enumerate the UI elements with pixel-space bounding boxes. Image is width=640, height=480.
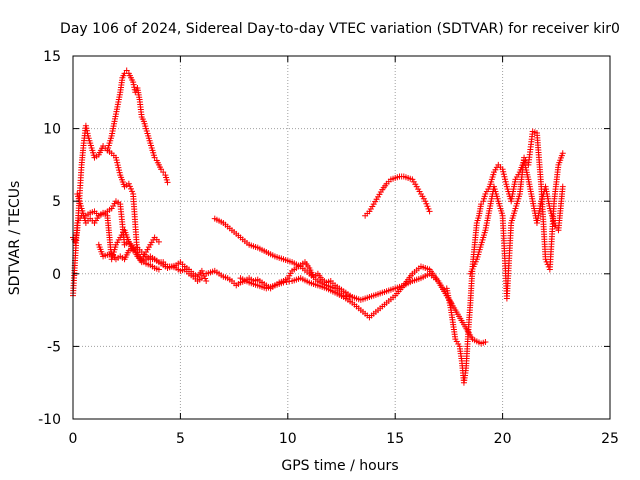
- data-point: [559, 150, 566, 157]
- y-axis-label: SDTVAR / TECUs: [7, 181, 23, 296]
- x-tick-label: 20: [494, 431, 512, 447]
- data-point: [83, 127, 90, 134]
- plot-frame: [72, 55, 611, 420]
- data-point: [203, 278, 210, 285]
- y-tick-label: -10: [38, 412, 61, 428]
- x-tick-label: 5: [176, 431, 185, 447]
- data-point: [83, 125, 90, 132]
- data-point: [155, 266, 162, 273]
- y-tick-label: 15: [43, 49, 61, 65]
- data-points: [70, 67, 566, 386]
- data-point: [559, 183, 566, 190]
- data-point: [425, 205, 432, 212]
- data-point: [127, 185, 134, 192]
- series-arc-j: [467, 128, 566, 302]
- data-point: [423, 200, 430, 207]
- data-point: [422, 198, 429, 205]
- series-arc-i: [443, 157, 566, 386]
- data-point: [82, 122, 89, 129]
- y-tick-label: -5: [47, 339, 61, 355]
- x-tick-label: 15: [386, 431, 404, 447]
- data-point: [129, 188, 136, 195]
- data-point: [84, 130, 91, 137]
- x-tick-label: 10: [279, 431, 297, 447]
- data-point: [130, 81, 137, 88]
- data-point: [164, 179, 171, 186]
- y-tick-label: 5: [52, 194, 61, 210]
- series-arc-h: [362, 173, 433, 219]
- x-tick-label: 25: [601, 431, 619, 447]
- series-arc-f: [211, 215, 455, 306]
- data-point: [125, 180, 132, 187]
- data-point: [126, 183, 133, 190]
- series-arc-d: [104, 67, 171, 186]
- axis-ticks: 0 5 10 15 20 25 -10 -5 0 5 10 15: [38, 49, 619, 447]
- x-tick-label: 0: [69, 431, 78, 447]
- y-tick-label: 10: [43, 122, 61, 138]
- data-point: [482, 339, 489, 346]
- series-arc-g: [237, 263, 489, 347]
- x-axis-label: GPS time / hours: [281, 458, 398, 474]
- chart-title: Day 106 of 2024, Sidereal Day-to-day VTE…: [60, 21, 620, 37]
- data-point: [426, 208, 433, 215]
- y-tick-label: 0: [52, 267, 61, 283]
- data-point: [130, 79, 137, 86]
- data-point: [155, 238, 162, 245]
- data-point: [424, 203, 431, 210]
- data-point: [198, 267, 205, 274]
